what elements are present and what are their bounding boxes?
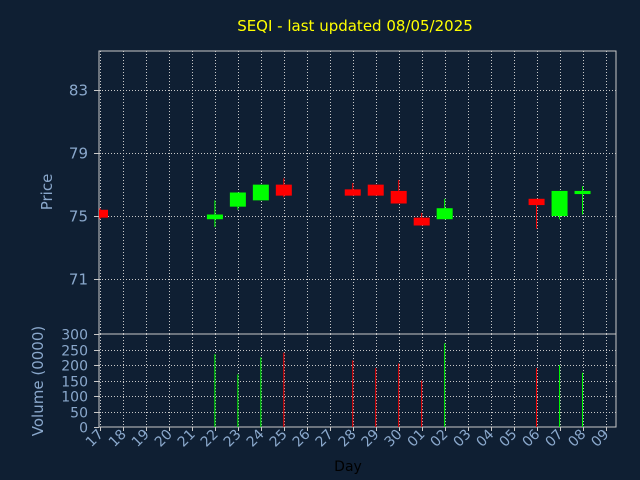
price-panel: 83 79 75 71: [69, 50, 617, 335]
x-tick-label: 18: [106, 427, 130, 451]
volume-tick-label: 100: [61, 390, 88, 406]
candle-body-25: [275, 184, 292, 196]
x-tick-label: 09: [588, 427, 612, 451]
candle-body-30: [390, 190, 407, 204]
candle-body-01: [413, 217, 430, 226]
volume-panel-border: [98, 333, 617, 428]
price-tick-label: 71: [69, 271, 88, 289]
volume-axis-label: Volume (0000): [29, 326, 47, 436]
x-tick-label: 22: [198, 427, 222, 451]
x-tick-label: 27: [313, 427, 337, 451]
x-tick-label: 24: [244, 426, 268, 450]
candle-body-22: [206, 214, 223, 220]
volume-tick-label: 50: [70, 406, 88, 422]
volume-tick-label: 150: [61, 375, 88, 391]
price-tick-label: 79: [69, 145, 88, 163]
candle-body-29: [367, 184, 384, 196]
candle-body-02: [436, 208, 453, 220]
x-tick-label: 04: [474, 426, 498, 450]
x-tick-label: 29: [359, 427, 383, 451]
candle-body-28: [344, 189, 361, 196]
chart-title: SEQI - last updated 08/05/2025: [237, 17, 473, 35]
x-tick-label: 03: [451, 427, 475, 451]
x-axis-label: Day: [334, 459, 362, 475]
x-tick-label: 01: [405, 427, 429, 451]
candle-body-08: [574, 190, 591, 195]
x-tick-label: 25: [267, 427, 291, 451]
volume-tick-label: 250: [61, 344, 88, 360]
x-tick-label: 07: [542, 427, 566, 451]
candle-body-07: [551, 190, 568, 217]
x-tick-label: 08: [565, 427, 589, 451]
x-tick-label: 21: [175, 427, 199, 451]
x-tick-label: 02: [428, 427, 452, 451]
candle-body-23: [229, 192, 246, 207]
x-tick-label: 20: [152, 427, 176, 451]
x-tick-label: 06: [519, 426, 543, 450]
price-tick-label: 75: [69, 208, 88, 226]
x-tick-label: 26: [290, 426, 314, 450]
price-axis-label: Price: [38, 174, 56, 211]
candle-body-17: [99, 209, 108, 218]
volume-tick-label: 0: [79, 421, 88, 437]
x-tick-label: 23: [221, 427, 245, 451]
candle-body-24: [252, 184, 269, 201]
x-tick-label: 28: [336, 427, 360, 451]
x-axis: 17 18 19 20 21 22 23 24 25 26 27 28 29 30 01 02 03 04 05 06…: [83, 426, 612, 450]
x-tick-label: 05: [497, 427, 521, 451]
price-tick-label: 83: [69, 82, 88, 100]
candle-body-06: [528, 198, 545, 206]
volume-tick-label: 300: [61, 328, 88, 344]
x-tick-label: 19: [129, 427, 153, 451]
x-tick-label: 30: [382, 427, 406, 451]
volume-tick-label: 200: [61, 359, 88, 375]
